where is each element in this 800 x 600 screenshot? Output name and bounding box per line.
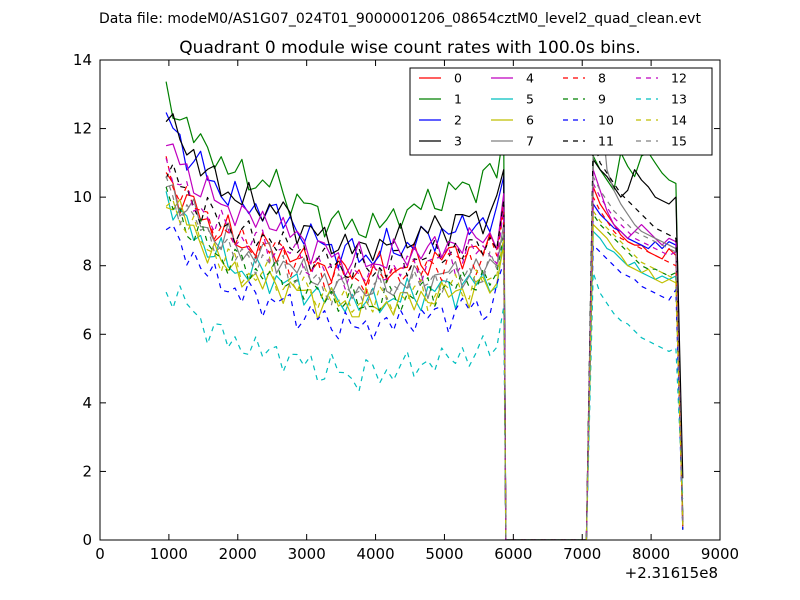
legend-label-0: 0 — [454, 71, 462, 86]
legend-label-15: 15 — [671, 134, 687, 149]
x-tick-label: 3000 — [288, 545, 326, 563]
series-line-7 — [165, 97, 684, 540]
y-tick-label: 4 — [82, 394, 92, 412]
x-tick-label: 2000 — [219, 545, 257, 563]
series-line-14 — [165, 199, 684, 540]
legend-label-11: 11 — [598, 134, 614, 149]
y-tick-label: 6 — [82, 325, 92, 343]
legend-label-6: 6 — [526, 113, 534, 128]
plot-frame — [99, 59, 721, 541]
series-line-6 — [165, 198, 684, 540]
chart-title: Quadrant 0 module wise count rates with … — [179, 38, 640, 58]
x-tick-label: 1000 — [150, 545, 188, 563]
series-line-4 — [165, 143, 684, 540]
x-tick-label: 6000 — [494, 545, 532, 563]
legend-label-9: 9 — [598, 92, 606, 107]
x-offset-label: +2.31615e8 — [625, 564, 718, 582]
series-line-5 — [165, 191, 684, 540]
series-line-3 — [165, 113, 684, 540]
y-tick-label: 0 — [82, 531, 92, 549]
legend-label-12: 12 — [671, 71, 687, 86]
x-tick-label: 8000 — [632, 545, 670, 563]
series-line-11 — [165, 138, 684, 540]
series-line-15 — [165, 176, 684, 540]
legend-label-8: 8 — [598, 71, 606, 86]
legend-label-4: 4 — [526, 71, 534, 86]
legend-box — [409, 67, 713, 156]
series-line-10 — [165, 224, 684, 540]
x-tick-label: 5000 — [425, 545, 463, 563]
legend-label-1: 1 — [454, 92, 462, 107]
series-line-1 — [165, 81, 684, 540]
y-tick-label: 12 — [73, 120, 92, 138]
legend-label-10: 10 — [598, 113, 614, 128]
legend-label-7: 7 — [526, 134, 534, 149]
y-tick-label: 10 — [73, 188, 92, 206]
series-line-12 — [165, 157, 684, 540]
legend-label-2: 2 — [454, 113, 462, 128]
y-tick-label: 8 — [82, 257, 92, 275]
legend-label-14: 14 — [671, 113, 687, 128]
legend-label-5: 5 — [526, 92, 534, 107]
x-tick-label: 0 — [95, 545, 105, 563]
x-tick-label: 7000 — [563, 545, 601, 563]
series-line-0 — [165, 172, 684, 540]
x-tick-label: 9000 — [701, 545, 739, 563]
series-line-8 — [165, 156, 684, 540]
series-line-2 — [165, 112, 684, 540]
legend-label-13: 13 — [671, 92, 687, 107]
chart-suptitle: Data file: modeM0/AS1G07_024T01_90000012… — [99, 11, 701, 27]
y-tick-label: 2 — [82, 462, 92, 480]
legend-label-3: 3 — [454, 134, 462, 149]
series-layer — [165, 81, 684, 540]
x-tick-label: 4000 — [356, 545, 394, 563]
tick-layer: 0 1000 2000 3000 4000 5000 6000 7000 8000 9000 0 2 4… — [73, 51, 739, 563]
y-tick-label: 14 — [73, 51, 92, 69]
